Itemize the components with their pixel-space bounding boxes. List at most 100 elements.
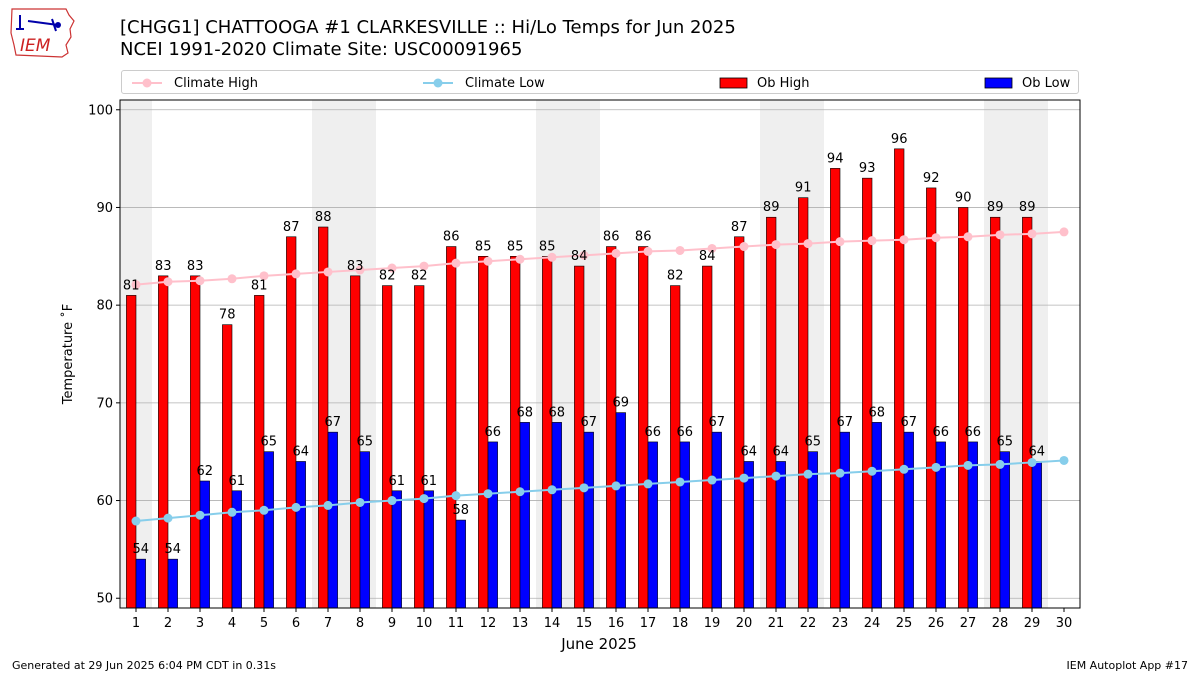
generated-note: Generated at 29 Jun 2025 6:04 PM CDT in … [12,659,277,672]
climate-low-point-14 [547,485,557,495]
app-note: IEM Autoplot App #17 [1066,659,1189,672]
climate-high-point-15 [579,250,589,260]
ob-high-label-26: 92 [923,171,940,186]
plot-frame [119,99,1081,609]
ob-low-bar-13 [519,422,530,609]
x-tick-label-19: 19 [704,616,721,631]
climate-high-point-28 [995,230,1005,240]
ob-low-bar-19 [711,431,722,609]
ob-low-bar-10 [423,490,434,609]
ob-low-bar-25 [903,431,914,609]
ob-low-label-23: 67 [837,415,854,430]
x-tick-label-25: 25 [896,616,913,631]
ob-low-label-29: 64 [1029,444,1046,459]
ob-high-label-5: 81 [251,278,268,293]
climate-low-point-26 [931,462,941,472]
ob-low-bar-1 [135,558,146,609]
ob-high-bar-4 [222,324,233,609]
ob-low-label-14: 68 [549,405,566,420]
ob-high-bar-21 [766,216,777,609]
climate-low-point-30 [1059,455,1069,465]
ob-high-label-21: 89 [763,200,780,215]
ob-low-label-12: 66 [485,425,502,440]
ob-low-label-22: 65 [805,435,822,450]
ob-low-bar-29 [1031,461,1042,609]
ob-low-label-28: 65 [997,435,1014,450]
x-tick-label-4: 4 [228,616,236,631]
weather-station-icon [16,15,59,32]
x-tick-label-13: 13 [512,616,529,631]
ob-low-label-20: 64 [741,444,758,459]
ob-high-bar-16 [606,246,617,609]
climate-low-point-13 [515,487,525,497]
x-tick-label-21: 21 [768,616,785,631]
x-tick-label-20: 20 [736,616,753,631]
climate-high-point-25 [899,235,909,245]
ob-low-label-16: 69 [613,396,630,411]
ob-low-label-27: 66 [965,425,982,440]
ob-low-label-18: 66 [677,425,694,440]
ob-high-label-29: 89 [1019,200,1036,215]
x-tick-label-26: 26 [928,616,945,631]
y-tick-label-80: 80 [96,299,113,314]
ob-low-bar-3 [199,480,210,609]
climate-high-point-2 [163,277,173,287]
ob-high-bar-11 [446,246,457,609]
ob-low-bar-24 [871,422,882,609]
y-tick-label-60: 60 [96,494,113,509]
legend-climate-high: Climate High [132,74,258,92]
ob-high-bar-9 [382,285,393,609]
climate-low-point-7 [323,500,333,510]
data-labels: 81 83 83 78 81 87 88 83 82 82 86 85 85 85 84 86 86 82 84 87… [123,132,1045,557]
ob-low-label-7: 67 [325,415,342,430]
ob-low-label-4: 61 [229,474,246,489]
climate-high-point-12 [483,256,493,266]
climate-low-point-16 [611,481,621,491]
climate-high-point-29 [1027,229,1037,239]
ob-high-bar-20 [734,236,745,609]
climate-low-point-22 [803,469,813,479]
climate-low-point-1 [131,516,141,526]
ob-low-bar-21 [775,461,786,609]
ob-low-label-25: 67 [901,415,918,430]
ob-high-bar-3 [190,275,201,609]
ob-low-label-2: 54 [165,542,182,557]
legend-ob-low: Ob Low [984,74,1070,92]
climate-low-point-29 [1027,457,1037,467]
ob-high-label-4: 78 [219,308,236,323]
ob-low-bar-5 [263,451,274,609]
x-tick-label-8: 8 [356,616,364,631]
y-tick-label-90: 90 [96,201,113,216]
ob-high-bar-13 [510,256,521,609]
climate-high-point-13 [515,254,525,264]
ob-low-bar-6 [295,461,306,609]
climate-low-point-4 [227,507,237,517]
ob-low-bar-2 [167,558,178,609]
x-tick-label-29: 29 [1024,616,1041,631]
ob-high-label-7: 88 [315,210,332,225]
ob-low-bar-15 [583,431,594,609]
ob-high-label-24: 93 [859,161,876,176]
climate-low-point-17 [643,479,653,489]
x-tick-label-11: 11 [448,616,465,631]
legend-ob-low-label: Ob Low [1022,75,1071,91]
ob-low-label-9: 61 [389,474,406,489]
ob-low-label-8: 65 [357,435,374,450]
ob-high-bar-27 [958,207,969,609]
ob-low-label-1: 54 [133,542,150,557]
climate-high-point-6 [291,269,301,279]
chart-title: [CHGG1] CHATTOOGA #1 CLARKESVILLE :: Hi/… [120,17,736,38]
ob-high-bar-19 [702,265,713,609]
legend-climate-high-label: Climate High [174,75,259,91]
climate-high-point-8 [355,265,365,275]
climate-high-point-14 [547,252,557,262]
x-tick-label-12: 12 [480,616,497,631]
ob-high-label-2: 83 [155,259,172,274]
ob-low-bar-8 [359,451,370,609]
x-tick-label-14: 14 [544,616,561,631]
ob-low-swatch-icon [984,77,1013,89]
ob-low-label-17: 66 [645,425,662,440]
ob-high-label-14: 85 [539,239,556,254]
ob-high-label-25: 96 [891,132,908,147]
ob-high-label-10: 82 [411,269,428,284]
